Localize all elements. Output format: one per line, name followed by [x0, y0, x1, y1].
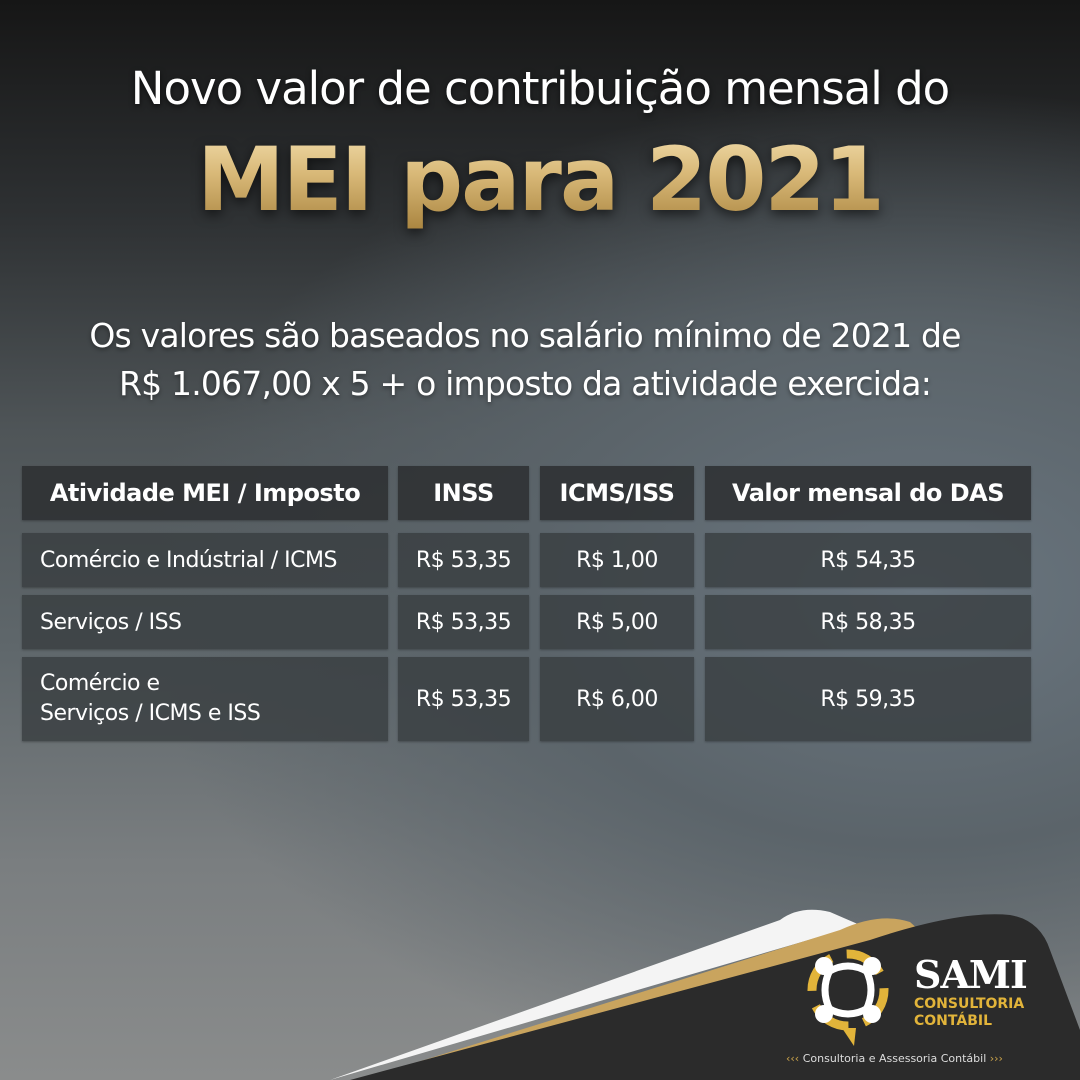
white-stripe	[330, 909, 860, 1080]
header-inss: INSS	[398, 466, 529, 520]
brand-sub-1: CONSULTORIA	[914, 996, 1025, 1012]
header-atividade: Atividade MEI / Imposto	[22, 466, 388, 520]
brand-sub-2: CONTÁBIL	[914, 1013, 992, 1029]
row-3-das: R$ 59,35	[705, 657, 1031, 741]
header-icms-iss: ICMS/ISS	[540, 466, 694, 520]
subtitle-line-2: R$ 1.067,00 x 5 + o imposto da atividade…	[118, 364, 932, 403]
subtitle-line-1: Os valores são baseados no salário mínim…	[89, 316, 961, 355]
row-3-inss: R$ 53,35	[398, 657, 529, 741]
title-line-1: Novo valor de contribuição mensal do	[130, 62, 950, 115]
header-das: Valor mensal do DAS	[705, 466, 1031, 520]
brand-name: SAMI	[914, 952, 1028, 997]
row-2-inss: R$ 53,35	[398, 595, 529, 649]
row-1-icms-iss: R$ 1,00	[540, 533, 694, 587]
row-1-inss: R$ 53,35	[398, 533, 529, 587]
sami-logo-icon	[807, 949, 889, 1046]
row-2-atividade: Serviços / ISS	[22, 595, 388, 649]
subtitle: Os valores são baseados no salário mínim…	[0, 312, 1050, 408]
row-3-icms-iss: R$ 6,00	[540, 657, 694, 741]
row-2-das: R$ 58,35	[705, 595, 1031, 649]
row-2-icms-iss: R$ 5,00	[540, 595, 694, 649]
row-1-atividade: Comércio e Indústrial / ICMS	[22, 533, 388, 587]
row-1-das: R$ 54,35	[705, 533, 1031, 587]
tagline-text: Consultoria e Assessoria Contábil	[802, 1052, 987, 1065]
brand-subtitle: CONSULTORIA CONTÁBIL	[914, 996, 1024, 1030]
title-line-2: MEI para 2021	[0, 128, 1080, 231]
brand-tagline: ‹‹‹ Consultoria e Assessoria Contábil ››…	[786, 1052, 1003, 1065]
dark-panel	[350, 914, 1080, 1080]
row-3-atividade: Comércio e Serviços / ICMS e ISS	[22, 657, 388, 741]
